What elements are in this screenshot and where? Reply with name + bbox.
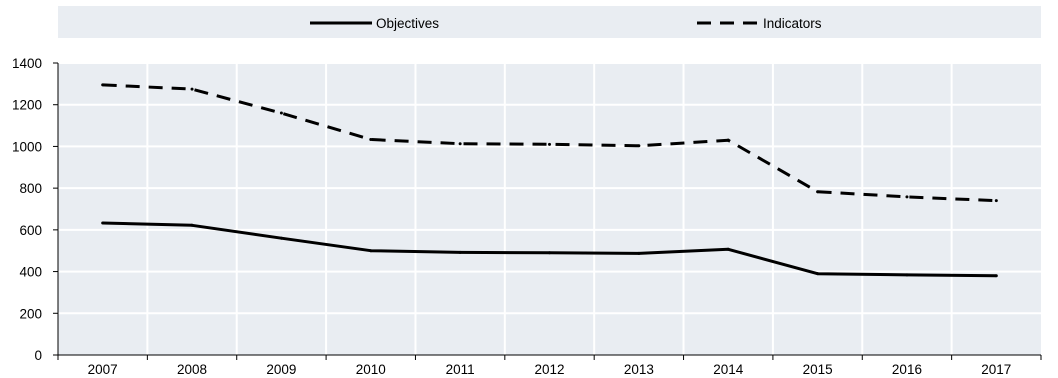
y-tick-label: 800 [19,181,42,196]
y-tick-label: 1200 [12,98,42,113]
x-tick-label: 2015 [803,362,833,377]
tick-labels: 0 200 400 600 800 1000 1200 1400 2007 2008 2009 201… [12,56,1011,377]
series-line-indicators [102,83,997,203]
data-point-objectives [548,251,551,255]
y-tick-label: 1000 [12,139,42,154]
plot-area [58,63,1041,355]
data-point-indicators [548,142,551,146]
y-tick-label: 1400 [12,56,42,71]
data-point-indicators [905,195,909,199]
data-point-objectives [458,250,462,254]
data-point-objectives [101,221,105,225]
x-tick-label: 2013 [624,362,654,377]
x-tick-label: 2017 [981,362,1011,377]
data-point-indicators [726,138,730,142]
x-tick-label: 2012 [534,362,564,377]
y-tick-label: 400 [19,265,42,280]
x-tick-label: 2008 [177,362,207,377]
data-point-indicators [190,87,194,91]
x-tick-label: 2011 [446,362,475,377]
data-point-objectives [279,236,283,240]
data-point-indicators [279,111,283,115]
y-tick-label: 600 [19,223,42,238]
data-point-objectives [905,273,909,277]
data-point-indicators [637,144,641,148]
data-point-objectives [726,247,730,251]
axes [53,62,1042,360]
x-tick-label: 2016 [892,362,922,377]
legend-label-indicators: Indicators [763,16,822,31]
data-point-objectives [190,223,194,227]
data-point-objectives [369,249,373,253]
data-point-indicators [816,190,820,194]
data-point-objectives [637,251,641,255]
grid [58,62,1041,355]
data-point-indicators [369,138,373,142]
x-tick-label: 2007 [88,362,118,377]
y-tick-label: 200 [19,306,42,321]
legend-box [58,6,1041,38]
data-point-objectives [994,274,998,278]
y-tick-label: 0 [34,348,42,363]
data-point-indicators [458,142,462,146]
legend-label-objectives: Objectives [376,16,439,31]
data-point-indicators [994,199,998,203]
x-tick-label: 2014 [713,362,744,377]
x-tick-label: 2010 [356,362,386,377]
legend: Objectives Indicators [310,16,822,31]
x-tick-label: 2009 [266,362,296,377]
data-point-indicators [101,83,105,87]
series [101,83,998,278]
data-point-objectives [816,272,820,276]
